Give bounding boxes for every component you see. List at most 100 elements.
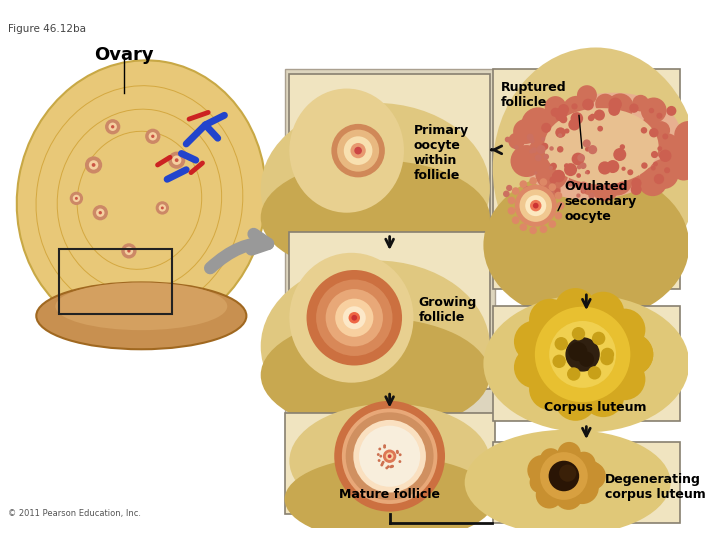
- Bar: [492, 442, 680, 523]
- Circle shape: [390, 465, 393, 468]
- Text: Figure 46.12ba: Figure 46.12ba: [8, 24, 86, 33]
- Circle shape: [342, 408, 437, 504]
- Circle shape: [664, 167, 670, 173]
- Text: Growing
follicle: Growing follicle: [418, 296, 477, 324]
- Ellipse shape: [289, 89, 404, 213]
- Circle shape: [554, 188, 560, 194]
- Circle shape: [512, 187, 519, 195]
- Circle shape: [674, 121, 703, 149]
- Circle shape: [536, 482, 563, 509]
- Circle shape: [594, 110, 605, 120]
- Circle shape: [654, 174, 664, 184]
- Circle shape: [558, 133, 562, 138]
- Circle shape: [620, 144, 625, 150]
- Text: Ovulated
secondary
oocyte: Ovulated secondary oocyte: [564, 180, 636, 222]
- Circle shape: [73, 195, 80, 202]
- Circle shape: [520, 190, 552, 222]
- Circle shape: [540, 452, 588, 500]
- Circle shape: [541, 123, 552, 133]
- Circle shape: [651, 151, 658, 158]
- Circle shape: [382, 461, 384, 464]
- Circle shape: [398, 460, 401, 463]
- Circle shape: [641, 127, 647, 133]
- Circle shape: [530, 471, 552, 494]
- Text: Mature follicle: Mature follicle: [339, 488, 440, 501]
- Circle shape: [145, 129, 161, 144]
- Circle shape: [508, 133, 525, 150]
- Circle shape: [642, 163, 647, 169]
- Circle shape: [675, 137, 696, 156]
- Circle shape: [607, 93, 634, 120]
- Circle shape: [569, 166, 591, 188]
- Circle shape: [554, 379, 597, 421]
- Circle shape: [539, 178, 547, 186]
- Circle shape: [654, 133, 680, 159]
- Circle shape: [336, 299, 374, 337]
- Circle shape: [572, 103, 577, 110]
- Bar: [284, 413, 495, 514]
- Circle shape: [520, 180, 527, 188]
- Circle shape: [523, 186, 526, 189]
- Circle shape: [520, 224, 527, 231]
- Circle shape: [554, 212, 562, 220]
- Circle shape: [562, 96, 591, 124]
- Circle shape: [672, 157, 696, 180]
- Circle shape: [307, 270, 402, 366]
- Circle shape: [325, 289, 383, 346]
- Circle shape: [529, 135, 559, 165]
- Circle shape: [529, 149, 534, 154]
- Circle shape: [390, 465, 392, 468]
- Circle shape: [351, 315, 357, 321]
- Circle shape: [629, 104, 639, 113]
- Circle shape: [527, 455, 558, 485]
- Circle shape: [529, 138, 535, 144]
- Circle shape: [337, 130, 379, 172]
- Text: Degenerating
corpus luteum: Degenerating corpus luteum: [605, 472, 706, 501]
- Text: Primary
oocyte
within
follicle: Primary oocyte within follicle: [413, 124, 469, 181]
- Circle shape: [659, 150, 672, 162]
- Text: Corpus luteum: Corpus luteum: [544, 401, 647, 414]
- Circle shape: [588, 366, 601, 380]
- Circle shape: [549, 321, 616, 388]
- Circle shape: [588, 115, 594, 121]
- Circle shape: [349, 416, 430, 496]
- Circle shape: [657, 113, 662, 119]
- Circle shape: [667, 106, 676, 116]
- Circle shape: [632, 95, 649, 111]
- Circle shape: [557, 202, 564, 210]
- Circle shape: [600, 352, 613, 365]
- Bar: [289, 74, 490, 232]
- Circle shape: [331, 124, 385, 177]
- Circle shape: [642, 116, 660, 133]
- Circle shape: [631, 178, 642, 188]
- Circle shape: [158, 204, 166, 212]
- Circle shape: [579, 352, 594, 367]
- Circle shape: [588, 192, 595, 199]
- Circle shape: [85, 157, 102, 173]
- Circle shape: [510, 145, 542, 177]
- Circle shape: [554, 109, 562, 117]
- Circle shape: [565, 337, 600, 372]
- Ellipse shape: [464, 430, 670, 535]
- Circle shape: [608, 104, 620, 116]
- Circle shape: [606, 160, 619, 173]
- Circle shape: [96, 208, 104, 217]
- Circle shape: [564, 163, 577, 176]
- Circle shape: [608, 98, 622, 111]
- Circle shape: [618, 166, 639, 187]
- Ellipse shape: [289, 253, 413, 383]
- Ellipse shape: [261, 160, 490, 275]
- Circle shape: [618, 181, 626, 191]
- Circle shape: [558, 104, 569, 115]
- Circle shape: [577, 154, 585, 161]
- Circle shape: [396, 450, 399, 453]
- Circle shape: [582, 99, 594, 110]
- Circle shape: [603, 309, 645, 350]
- Circle shape: [148, 132, 157, 140]
- Circle shape: [334, 401, 445, 511]
- Circle shape: [545, 96, 566, 118]
- Circle shape: [521, 107, 555, 141]
- Circle shape: [621, 167, 626, 171]
- Circle shape: [572, 451, 595, 475]
- Circle shape: [387, 454, 392, 458]
